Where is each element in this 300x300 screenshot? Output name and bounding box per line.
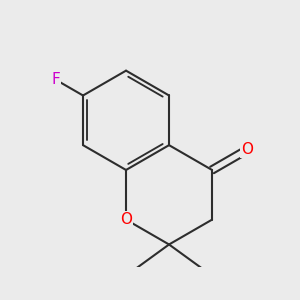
Text: F: F	[52, 72, 60, 87]
Text: O: O	[241, 142, 253, 157]
Text: O: O	[120, 212, 132, 227]
